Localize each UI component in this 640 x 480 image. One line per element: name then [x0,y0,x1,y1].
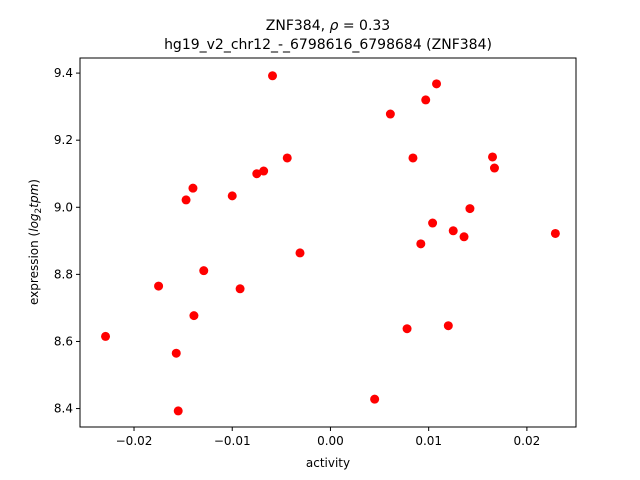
y-tick-label: 8.6 [54,334,73,348]
data-point [235,284,245,294]
data-point [489,163,499,173]
data-point [448,226,458,236]
data-point [443,321,453,331]
x-axis-ticks: −0.02 −0.01 0.00 0.01 0.02 [116,427,541,448]
data-point [101,331,111,341]
data-point [432,79,442,89]
y-tick-label: 9.2 [54,133,73,147]
data-point [421,95,431,105]
data-points [101,71,560,416]
plot-area-frame [79,57,577,428]
chart-title-line2: hg19_v2_chr12_-_6798616_6798684 (ZNF384) [164,37,492,53]
data-point [416,239,426,249]
data-point [252,169,262,179]
data-point [370,394,380,404]
x-tick-label: −0.02 [116,434,153,448]
data-point [295,248,305,258]
data-point [465,204,475,214]
data-point [428,218,438,228]
chart-title-line1: ZNF384, ρ = 0.33 [266,18,390,34]
data-point [171,348,181,358]
data-point [227,191,237,201]
data-point [268,71,278,81]
data-point [259,166,269,176]
data-point [199,266,209,276]
data-point [488,152,498,162]
data-point [402,324,412,334]
data-point [459,232,469,242]
y-tick-label: 8.8 [54,267,73,281]
x-tick-label: 0.00 [317,434,344,448]
y-axis-ticks: 8.4 8.6 8.8 9.0 9.2 9.4 [54,66,80,416]
data-point [189,311,199,321]
y-axis-label: expression (log2tpm) [27,179,44,305]
y-tick-label: 8.4 [54,402,73,416]
data-point [550,228,560,238]
data-point [173,406,183,416]
data-point [385,109,395,119]
y-tick-label: 9.0 [54,200,73,214]
x-tick-label: 0.01 [415,434,442,448]
data-point [188,183,198,193]
y-tick-label: 9.4 [54,66,73,80]
x-tick-label: −0.01 [214,434,251,448]
data-point [282,153,292,163]
data-point [181,195,191,205]
data-point [408,153,418,163]
x-tick-label: 0.02 [514,434,541,448]
x-axis-label: activity [306,456,350,470]
data-point [154,281,164,291]
